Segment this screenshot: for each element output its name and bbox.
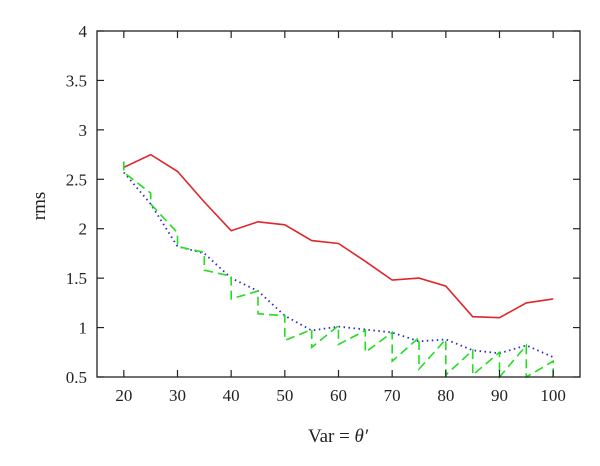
y-tick-label: 0.5: [66, 368, 87, 387]
y-tick-label: 3: [79, 121, 88, 140]
x-axis-title: Var = θ′: [308, 426, 369, 447]
x-tick-label: 60: [330, 386, 347, 405]
x-tick-label: 70: [384, 386, 401, 405]
x-axis: 20 30 40 50 60 70 80 90 100: [115, 31, 566, 405]
y-tick-label: 1: [79, 319, 88, 338]
x-tick-label: 30: [169, 386, 186, 405]
x-axis-title-text: Var =: [308, 426, 355, 447]
y-tick-label: 2: [79, 220, 88, 239]
series-line-solid: [123, 153, 554, 319]
series-line-dashed: [123, 161, 555, 380]
series-line-dotted: [123, 171, 554, 359]
x-tick-label: 80: [437, 386, 454, 405]
y-axis: 0.5 1 1.5 2 2.5 3 3.5 4: [66, 22, 580, 387]
y-tick-label: 1.5: [66, 269, 87, 288]
x-axis-title-symbol: θ′: [355, 426, 369, 447]
x-tick-label: 40: [223, 386, 240, 405]
y-axis-title: rms: [29, 192, 50, 221]
y-tick-label: 2.5: [66, 170, 87, 189]
x-tick-label: 50: [276, 386, 293, 405]
x-tick-label: 100: [540, 386, 566, 405]
x-tick-label: 90: [491, 386, 508, 405]
plot-frame: [96, 30, 581, 378]
x-tick-label: 20: [115, 386, 132, 405]
plot-lines: [123, 153, 555, 380]
y-tick-label: 4: [79, 22, 88, 41]
y-tick-label: 3.5: [66, 71, 87, 90]
